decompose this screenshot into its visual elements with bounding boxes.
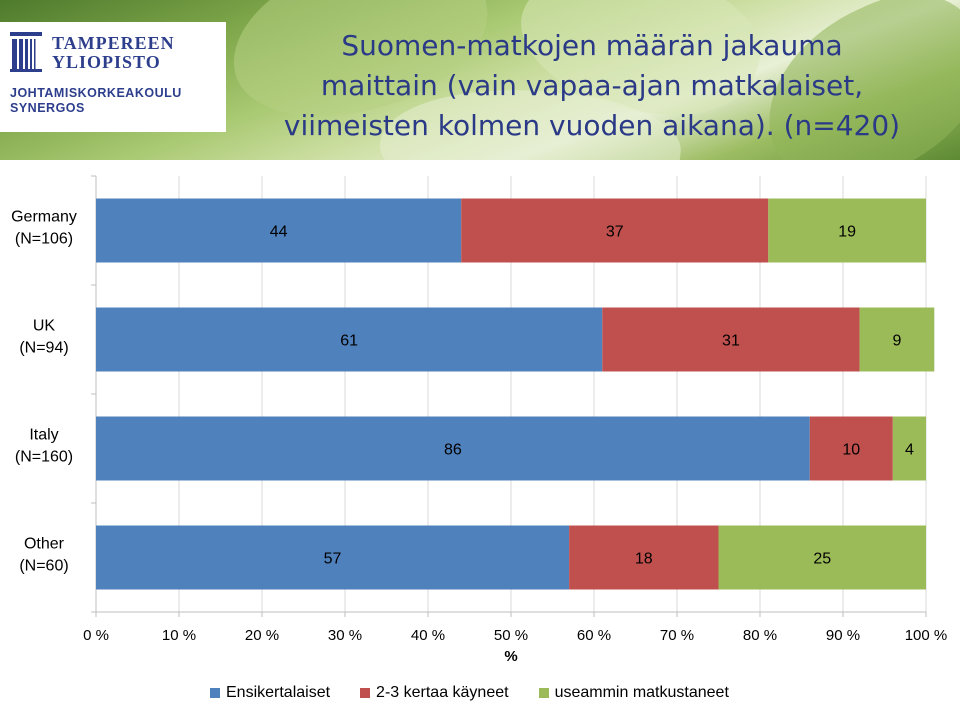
data-label: 61	[340, 333, 358, 350]
legend-item: useammin matkustaneet	[538, 684, 729, 702]
category-label: (N=60)	[19, 558, 68, 575]
logo-subtitle: JOHTAMISKORKEAKOULU SYNERGOS	[10, 86, 182, 115]
bar-segment	[892, 416, 926, 481]
header-banner: TAMPEREEN YLIOPISTO JOHTAMISKORKEAKOULU …	[0, 0, 960, 160]
bar-segment	[602, 307, 860, 372]
legend-swatch	[210, 688, 220, 698]
data-label: 57	[324, 551, 342, 568]
data-label: 25	[813, 551, 831, 568]
data-label: 37	[606, 224, 624, 241]
legend-swatch	[538, 688, 549, 698]
bar-segment	[768, 198, 926, 263]
data-label: 9	[892, 333, 901, 350]
data-label: 86	[444, 442, 462, 459]
bar-segment	[96, 416, 810, 481]
bar-segment	[569, 525, 719, 590]
legend-swatch	[360, 688, 371, 698]
x-tick-label: 70 %	[660, 627, 694, 644]
category-label: (N=160)	[15, 449, 73, 466]
chart-legend: Ensikertalaiset 2-3 kertaa käyneet useammi…	[210, 684, 729, 702]
logo-name: TAMPEREEN YLIOPISTO	[52, 33, 175, 72]
chart-title: Suomen-matkojen määrän jakauma maittain …	[283, 29, 901, 142]
x-tick-label: 50 %	[494, 627, 528, 644]
data-label: 44	[270, 224, 288, 241]
legend-label: 2-3 kertaa käyneet	[376, 684, 509, 701]
x-tick-label: 90 %	[826, 627, 860, 644]
x-axis-title: %	[504, 648, 517, 665]
category-label: Germany	[11, 209, 77, 226]
stacked-bar-chart: 44 37 19 Germany (N=106) 61 31 9 UK (N=94) 86 10 4 It…	[11, 175, 948, 665]
x-tick-label: 20 %	[245, 627, 279, 644]
x-tick-label: 10 %	[162, 627, 196, 644]
data-label: 18	[635, 551, 653, 568]
category-label: (N=94)	[19, 340, 68, 357]
category-label: (N=106)	[15, 231, 73, 248]
university-emblem-icon	[10, 32, 42, 72]
category-label: Italy	[29, 427, 58, 444]
category-label: Other	[24, 536, 65, 553]
x-tick-label: 40 %	[411, 627, 445, 644]
legend-item: Ensikertalaiset	[210, 684, 330, 702]
x-tick-label: 60 %	[577, 627, 611, 644]
legend-label: Ensikertalaiset	[226, 684, 331, 701]
bar-segment	[809, 416, 893, 481]
bar-segment	[96, 307, 603, 372]
legend-item: 2-3 kertaa käyneet	[360, 684, 509, 702]
bar-segment	[718, 525, 926, 590]
x-tick-label: 30 %	[328, 627, 362, 644]
data-label: 31	[722, 333, 740, 350]
data-label: 10	[842, 442, 860, 459]
category-label: UK	[33, 318, 56, 335]
university-logo: TAMPEREEN YLIOPISTO JOHTAMISKORKEAKOULU …	[0, 22, 226, 132]
bar-segment	[96, 525, 570, 590]
x-tick-label: 100 %	[905, 627, 948, 644]
x-tick-label: 80 %	[743, 627, 777, 644]
data-label: 4	[905, 442, 914, 459]
data-label: 19	[838, 224, 856, 241]
bar-segment	[96, 198, 462, 263]
bar-segment	[859, 307, 935, 372]
x-tick-label: 0 %	[83, 627, 109, 644]
legend-label: useammin matkustaneet	[554, 684, 729, 701]
bar-segment	[461, 198, 769, 263]
